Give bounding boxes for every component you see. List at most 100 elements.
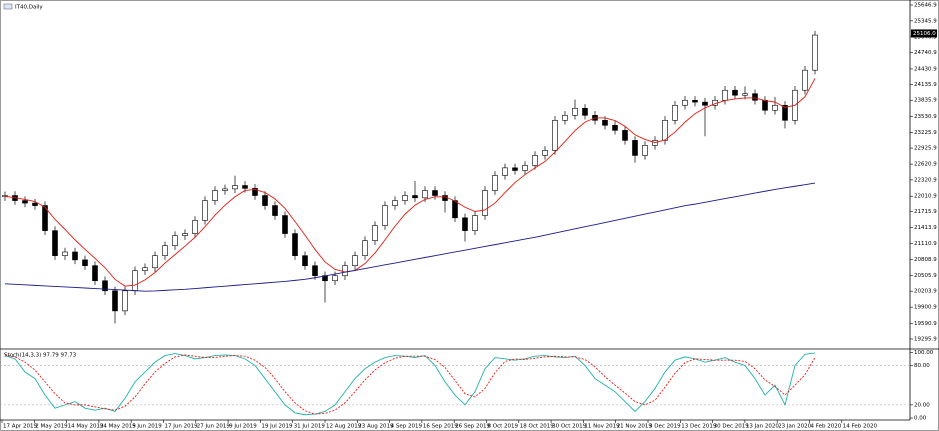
candle-body bbox=[762, 99, 768, 111]
candle-body bbox=[142, 267, 148, 272]
y-tick-label: 80.00 bbox=[914, 363, 930, 369]
candle-body bbox=[752, 93, 758, 101]
candle-body bbox=[342, 265, 348, 277]
date-label: 24 May 2019 bbox=[100, 424, 136, 430]
chart-title: IT40,Daily bbox=[15, 5, 43, 11]
candle-body bbox=[552, 120, 558, 151]
indicator-title: Stoch(14,3,3) 97.79 97.73 bbox=[4, 353, 77, 359]
candle-body bbox=[132, 270, 138, 292]
candle-body bbox=[302, 255, 308, 267]
candle-body bbox=[442, 195, 448, 201]
candle-body bbox=[672, 104, 678, 121]
candle-body bbox=[62, 251, 68, 256]
date-label: 14 May 2019 bbox=[68, 424, 104, 430]
candle-body bbox=[42, 205, 48, 231]
candle-body bbox=[422, 190, 428, 199]
y-tick-label: 25345.9 bbox=[914, 18, 937, 24]
candle-body bbox=[252, 188, 258, 196]
symbol-icon bbox=[3, 3, 13, 10]
date-label: 27 Jun 2019 bbox=[197, 424, 231, 430]
y-tick-label: 19590.9 bbox=[914, 321, 937, 327]
candle-body bbox=[272, 205, 278, 216]
candle-body bbox=[372, 225, 378, 241]
date-label: 19 Jul 2019 bbox=[261, 424, 293, 430]
date-label: 14 Feb 2020 bbox=[843, 424, 878, 430]
date-label: 17 Jun 2019 bbox=[165, 424, 199, 430]
moving-average-line bbox=[4, 182, 816, 292]
moving-average-line bbox=[4, 78, 816, 287]
date-label: 5 Jun 2019 bbox=[132, 424, 162, 430]
candle-body bbox=[222, 188, 228, 191]
candle-body bbox=[152, 255, 158, 269]
candle-body bbox=[172, 235, 178, 246]
y-tick-label: 20808.9 bbox=[914, 257, 937, 263]
candle-body bbox=[382, 205, 388, 226]
candle-body bbox=[722, 89, 728, 101]
candle-body bbox=[732, 89, 738, 96]
candle-body bbox=[702, 101, 708, 106]
date-label: 12 Aug 2019 bbox=[326, 424, 362, 430]
date-label: 4 Sep 2019 bbox=[391, 424, 423, 430]
candle-body bbox=[452, 200, 458, 219]
y-tick-label: 22925.9 bbox=[914, 146, 937, 152]
candle-body bbox=[642, 145, 648, 156]
y-tick-label: 19295.9 bbox=[914, 336, 937, 342]
date-label: 21 Nov 2019 bbox=[617, 424, 653, 430]
candle-body bbox=[782, 104, 788, 121]
y-tick-label: 21715.9 bbox=[914, 209, 937, 215]
candle-body bbox=[242, 185, 248, 189]
candle-body bbox=[522, 165, 528, 171]
y-tick-label: 20505.9 bbox=[914, 273, 937, 279]
y-tick-label: 100.00 bbox=[914, 350, 934, 356]
candle-body bbox=[472, 215, 478, 231]
candle-body bbox=[212, 190, 218, 201]
candle-body bbox=[32, 202, 38, 206]
date-label: 26 Sep 2019 bbox=[455, 424, 490, 430]
candle-body bbox=[482, 190, 488, 216]
candle-body bbox=[512, 167, 518, 171]
y-tick-label: 22320.9 bbox=[914, 177, 937, 183]
y-tick-label: 22620.9 bbox=[914, 162, 937, 168]
candle-body bbox=[632, 140, 638, 156]
candle-body bbox=[162, 245, 168, 256]
y-tick-label: 23835.9 bbox=[914, 98, 937, 104]
y-tick-label: 23225.9 bbox=[914, 130, 937, 136]
date-label: 18 Oct 2019 bbox=[520, 424, 555, 430]
date-label: 30 Oct 2019 bbox=[552, 424, 587, 430]
candle-body bbox=[572, 107, 578, 116]
candle-body bbox=[542, 150, 548, 156]
date-label: 23 Aug 2019 bbox=[358, 424, 394, 430]
candle-body bbox=[602, 120, 608, 126]
candle-body bbox=[352, 255, 358, 267]
y-tick-label: 24430.9 bbox=[914, 66, 937, 72]
candle-body bbox=[332, 275, 338, 282]
candle-body bbox=[192, 220, 198, 234]
candle-body bbox=[22, 200, 28, 204]
candle-body bbox=[402, 195, 408, 201]
candle-body bbox=[292, 233, 298, 256]
candle-body bbox=[52, 230, 58, 256]
last-price-label: 25106.0 bbox=[913, 31, 936, 37]
candle-body bbox=[682, 99, 688, 106]
y-tick-label: 20.00 bbox=[914, 402, 930, 408]
date-label: 31 Jul 2019 bbox=[294, 424, 326, 430]
candle-body bbox=[182, 233, 188, 236]
candle-body bbox=[282, 215, 288, 234]
y-tick-label: 24135.9 bbox=[914, 82, 937, 88]
candle-body bbox=[72, 251, 78, 261]
oscillator-line bbox=[4, 354, 816, 415]
y-tick-label: 24740.9 bbox=[914, 50, 937, 56]
y-tick-label: 25646.9 bbox=[914, 3, 937, 9]
candle-body bbox=[502, 167, 508, 176]
last-price-tag bbox=[911, 29, 937, 38]
candle-body bbox=[2, 195, 8, 198]
date-label: 30 Dec 2019 bbox=[714, 424, 750, 430]
date-label: 13 Jan 2020 bbox=[746, 424, 779, 430]
candle-body bbox=[232, 185, 238, 190]
candle-body bbox=[392, 200, 398, 206]
candle-body bbox=[82, 259, 88, 266]
candle-body bbox=[662, 120, 668, 141]
y-tick-label: 19900.9 bbox=[914, 305, 937, 311]
y-tick-label: 20203.9 bbox=[914, 289, 937, 295]
